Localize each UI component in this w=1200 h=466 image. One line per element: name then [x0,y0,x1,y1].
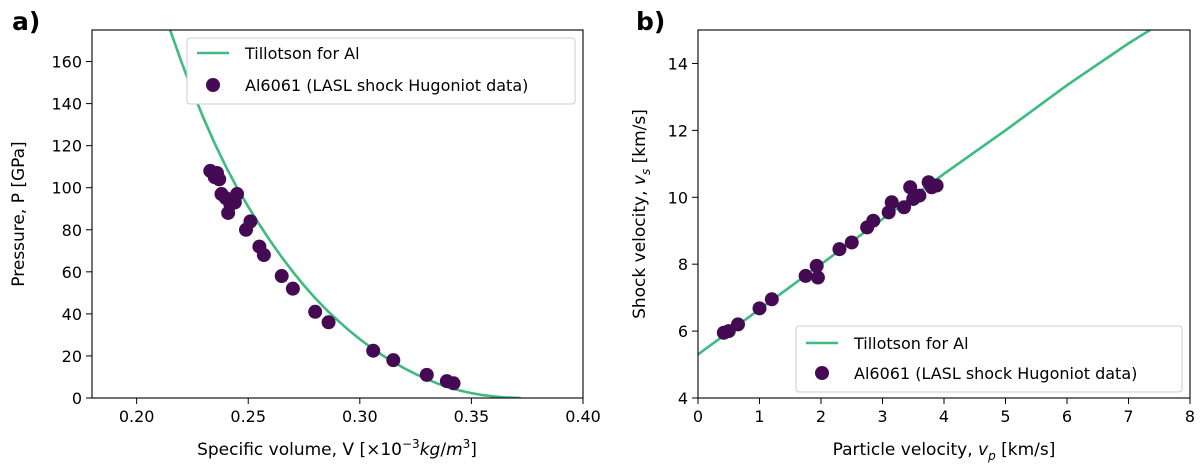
data-point-b [798,268,813,283]
y-tick-label: 60 [62,263,82,282]
legend-b-marker-label: Al6061 (LASL shock Hugoniot data) [854,364,1137,383]
x-tick-label: 0.20 [119,407,155,426]
x-tick-label: 0.35 [454,407,490,426]
x-tick-label: 4 [939,407,949,426]
x-tick-label: 0.25 [230,407,266,426]
panel-a-axes-frame [91,29,584,399]
y-tick-label: 120 [51,137,82,156]
panel-a-ticks: 0.20 0.25 0.30 0.35 0.40 0 20 40 60 80 100 120 140 16… [51,53,600,426]
data-point-b [832,242,847,257]
x-tick-label: 7 [1123,407,1133,426]
panel-a-plot-area [168,30,521,398]
data-point-b [730,317,745,332]
legend-a-line-label: Tillotson for Al [244,44,360,63]
data-point-b [810,270,825,285]
panel-a-xlabel: Specific volume, V [×10−3kg/m3] [197,437,477,460]
data-point-a [321,315,336,330]
y-tick-label: 160 [51,53,82,72]
data-point-a [419,367,434,382]
legend-a-marker-swatch [206,78,220,92]
data-point-b [903,180,918,195]
y-tick-label: 40 [62,305,82,324]
y-tick-label: 8 [678,255,688,274]
x-tick-label: 6 [1062,407,1072,426]
data-point-b [844,235,859,250]
data-point-a [243,214,258,229]
model-curve-b [698,30,1151,356]
x-tick-label: 3 [877,407,887,426]
panel-b-xlabel: Particle velocity, vp [km/s] [833,440,1056,463]
panel-a-markers [203,163,461,391]
legend-a-marker-label: Al6061 (LASL shock Hugoniot data) [245,76,528,95]
panel-a-legend: Tillotson for Al Al6061 (LASL shock Hugo… [186,37,576,105]
data-point-a [366,343,381,358]
y-tick-label: 140 [51,95,82,114]
y-tick-label: 6 [678,322,688,341]
legend-b-line-label: Tillotson for Al [853,334,969,353]
x-tick-label: 0 [693,407,703,426]
panel-b-markers [716,175,944,340]
data-point-a [386,353,401,368]
panel-b-label: b) [636,7,665,36]
data-point-a [209,165,224,180]
x-tick-label: 5 [1000,407,1010,426]
y-tick-label: 100 [51,179,82,198]
data-point-b [866,213,881,228]
y-tick-label: 12 [668,121,688,140]
x-tick-label: 1 [754,407,764,426]
data-point-a [285,281,300,296]
y-tick-label: 20 [62,347,82,366]
x-tick-label: 0.30 [342,407,378,426]
x-tick-label: 8 [1185,407,1195,426]
data-point-b [884,195,899,210]
panel-b-legend: Tillotson for Al Al6061 (LASL shock Hugo… [795,325,1183,393]
legend-b-marker-swatch [815,366,829,380]
y-tick-label: 14 [668,54,688,73]
y-tick-label: 10 [668,188,688,207]
data-point-b [929,178,944,193]
data-point-a [308,304,323,319]
data-point-b [764,292,779,307]
model-curve-a [168,30,521,398]
data-point-b [809,258,824,273]
panel-b-ylabel: Shock velocity, vs [km/s] [630,109,653,319]
data-point-b [752,301,767,316]
x-tick-label: 2 [816,407,826,426]
data-point-b [912,188,927,203]
y-tick-label: 80 [62,221,82,240]
y-tick-label: 0 [72,389,82,408]
data-point-a [230,187,245,202]
panel-a-ylabel: Pressure, P [GPa] [9,141,29,286]
panel-a-pressure-vs-volume: a) 0.20 0.25 0.30 0.35 0.40 0 20 40 60 80 100 120 14… [9,7,601,460]
x-tick-label: 0.40 [565,407,601,426]
panel-b-plot-area [698,30,1151,356]
panel-a-label: a) [12,7,40,36]
y-tick-label: 4 [678,389,688,408]
data-point-a [256,248,271,263]
data-point-a [274,269,289,284]
data-point-b [897,200,912,215]
data-point-a [446,376,461,391]
